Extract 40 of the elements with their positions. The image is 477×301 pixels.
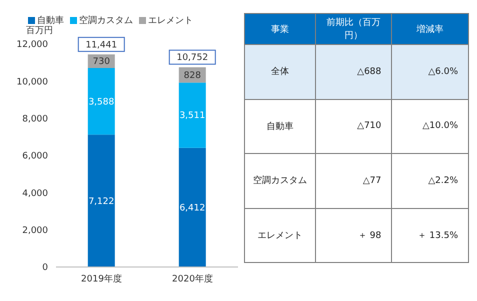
legend-label: エレメント	[147, 15, 193, 27]
y-axis-title: 百万円	[26, 25, 53, 37]
category-label: 自動車	[266, 122, 294, 132]
category-label: 事業	[244, 14, 316, 44]
x-tick-label: 2020年度	[172, 273, 213, 284]
total-label: 11,441	[86, 40, 118, 50]
text: △2.2%	[428, 176, 458, 186]
total-label: 10,752	[176, 53, 208, 64]
text: △10.0%	[422, 121, 458, 132]
text: △6.0%	[428, 66, 458, 77]
text: △688	[357, 66, 382, 77]
y-tick-label: 2,000	[22, 226, 48, 236]
data-label: 730	[92, 57, 110, 68]
y-tick-label: 12,000	[16, 40, 48, 50]
data-label: 3,588	[88, 97, 115, 108]
text: △77	[362, 176, 382, 186]
category-label: 空調カスタム	[252, 176, 307, 186]
legend-label: 空調カスタム	[78, 14, 133, 27]
data-label: 828	[184, 70, 202, 81]
data-label: 3,511	[179, 111, 206, 122]
y-tick-label: 6,000	[22, 152, 48, 162]
text: ＋ 13.5%	[418, 230, 458, 241]
category-label: エレメント	[257, 230, 302, 241]
y-tick-label: 0	[42, 263, 48, 274]
bar	[178, 82, 206, 148]
bar	[88, 134, 115, 267]
text: ＋ 98	[358, 230, 382, 241]
y-tick-label: 4,000	[22, 188, 48, 199]
category-label: 全体	[270, 67, 289, 78]
bar	[88, 68, 115, 135]
category-label: 増減率	[392, 14, 468, 44]
x-tick-label: 2019年度	[81, 273, 122, 284]
text: △710	[357, 121, 382, 132]
category-label: 前期比（百万円）	[315, 14, 392, 44]
data-label: 6,412	[179, 203, 206, 214]
legend-label: 自動車	[36, 14, 64, 26]
bar	[178, 148, 206, 267]
data-label: 7,122	[88, 196, 114, 207]
y-tick-label: 8,000	[22, 114, 48, 125]
y-tick-label: 10,000	[16, 77, 48, 88]
